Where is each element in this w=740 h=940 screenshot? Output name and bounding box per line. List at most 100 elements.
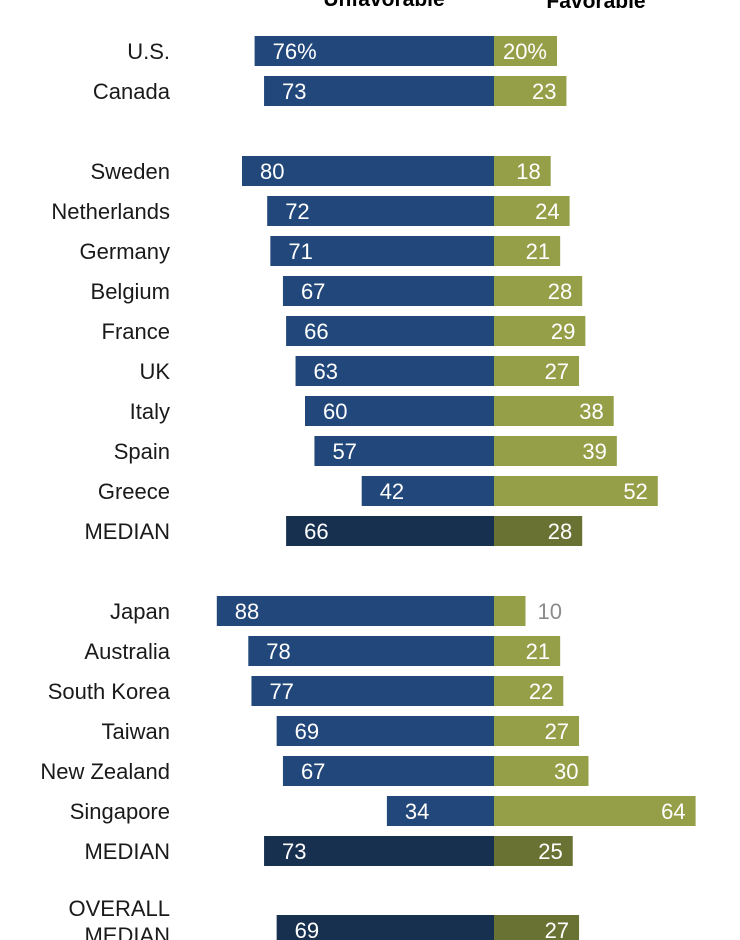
unfavorable-bar — [286, 316, 494, 346]
favorable-bar — [494, 436, 617, 466]
unfavorable-bar — [264, 836, 494, 866]
unfavorable-bar — [282, 756, 494, 786]
unfavorable-value-label: 80 — [260, 159, 284, 184]
legend-unfavorable: Unfavorable — [323, 0, 444, 11]
favorable-value-label: 25 — [538, 839, 562, 864]
unfavorable-value-label: 42 — [380, 479, 404, 504]
category-label: Sweden — [90, 159, 170, 184]
favorable-value-label: 38 — [579, 399, 603, 424]
category-label: MEDIAN — [84, 839, 170, 864]
favorable-value-label: 18 — [516, 159, 540, 184]
unfavorable-value-label: 63 — [314, 359, 338, 384]
category-label: MEDIAN — [84, 519, 170, 544]
favorable-value-label: 20% — [503, 39, 547, 64]
unfavorable-value-label: 69 — [295, 719, 319, 744]
favorable-value-label: 29 — [551, 319, 575, 344]
favorable-bar — [494, 596, 526, 626]
unfavorable-value-label: 67 — [301, 759, 325, 784]
unfavorable-value-label: 88 — [235, 599, 259, 624]
favorable-value-label: 64 — [661, 799, 685, 824]
unfavorable-bar — [267, 196, 494, 226]
unfavorable-bar — [264, 76, 494, 106]
favorable-value-label: 10 — [538, 599, 562, 624]
category-label: UK — [139, 359, 170, 384]
favorable-bar — [494, 796, 696, 826]
unfavorable-bar — [248, 636, 494, 666]
unfavorable-bar — [251, 676, 494, 706]
unfavorable-bar — [361, 476, 494, 506]
favorable-value-label: 21 — [526, 639, 550, 664]
category-label: Singapore — [70, 799, 170, 824]
unfavorable-value-label: 66 — [304, 319, 328, 344]
favorable-value-label: 28 — [548, 279, 572, 304]
category-label: Taiwan — [102, 719, 170, 744]
unfavorable-value-label: 69 — [295, 918, 319, 940]
category-label: Belgium — [91, 279, 170, 304]
unfavorable-value-label: 76% — [273, 39, 317, 64]
category-label: Germany — [80, 239, 170, 264]
favorable-value-label: 39 — [582, 439, 606, 464]
unfavorable-value-label: 72 — [285, 199, 309, 224]
category-label: Netherlands — [51, 199, 170, 224]
favorable-value-label: 27 — [545, 918, 569, 940]
favorable-value-label: 21 — [526, 239, 550, 264]
favorable-bar — [494, 716, 580, 746]
unfavorable-bar — [305, 396, 494, 426]
unfavorable-value-label: 60 — [323, 399, 347, 424]
unfavorable-value-label: 78 — [266, 639, 290, 664]
category-label: OVERALL MEDIAN — [69, 896, 171, 940]
category-label: Italy — [130, 399, 170, 424]
favorable-bar — [494, 476, 658, 506]
favorable-bar — [494, 76, 567, 106]
unfavorable-bar — [314, 436, 494, 466]
favorable-bar — [494, 516, 583, 546]
legend-favorable: Favorable — [546, 0, 645, 13]
unfavorable-value-label: 57 — [332, 439, 356, 464]
favorable-bar — [494, 236, 561, 266]
favorable-bar — [494, 276, 583, 306]
category-label: Australia — [84, 639, 170, 664]
favorable-value-label: 52 — [623, 479, 647, 504]
category-label: Spain — [114, 439, 170, 464]
unfavorable-bar — [386, 796, 494, 826]
unfavorable-value-label: 67 — [301, 279, 325, 304]
unfavorable-value-label: 73 — [282, 79, 306, 104]
favorable-bar — [494, 915, 580, 940]
favorable-bar — [494, 676, 564, 706]
unfavorable-value-label: 34 — [405, 799, 429, 824]
favorable-value-label: 27 — [545, 719, 569, 744]
unfavorable-bar — [254, 36, 494, 66]
unfavorable-value-label: 73 — [282, 839, 306, 864]
chart-rows: U.S. 76% 20% Canada 73 23 Sweden 80 18 Netherland… — [40, 36, 696, 940]
favorable-bar — [494, 356, 580, 386]
category-label: Greece — [98, 479, 170, 504]
favorable-bar — [494, 316, 586, 346]
unfavorable-bar — [242, 156, 494, 186]
favorable-bar — [494, 196, 570, 226]
category-label: Japan — [110, 599, 170, 624]
unfavorable-bar — [216, 596, 495, 626]
category-label: New Zealand — [40, 759, 170, 784]
unfavorable-value-label: 77 — [269, 679, 293, 704]
category-label: South Korea — [48, 679, 171, 704]
favorable-value-label: 30 — [554, 759, 578, 784]
unfavorable-bar — [295, 356, 494, 386]
category-label: U.S. — [127, 39, 170, 64]
favorable-value-label: 22 — [529, 679, 553, 704]
favorable-bar — [494, 836, 573, 866]
unfavorable-value-label: 71 — [288, 239, 312, 264]
unfavorable-bar — [270, 236, 494, 266]
unfavorable-bar — [282, 276, 494, 306]
favorable-bar — [494, 636, 561, 666]
favorable-value-label: 24 — [535, 199, 559, 224]
unfavorable-value-label: 66 — [304, 519, 328, 544]
favorable-value-label: 27 — [545, 359, 569, 384]
favorable-bar — [494, 156, 551, 186]
favorable-value-label: 23 — [532, 79, 556, 104]
favorable-value-label: 28 — [548, 519, 572, 544]
unfavorable-bar — [276, 716, 494, 746]
favorable-bar — [494, 756, 589, 786]
favorable-bar — [494, 396, 614, 426]
